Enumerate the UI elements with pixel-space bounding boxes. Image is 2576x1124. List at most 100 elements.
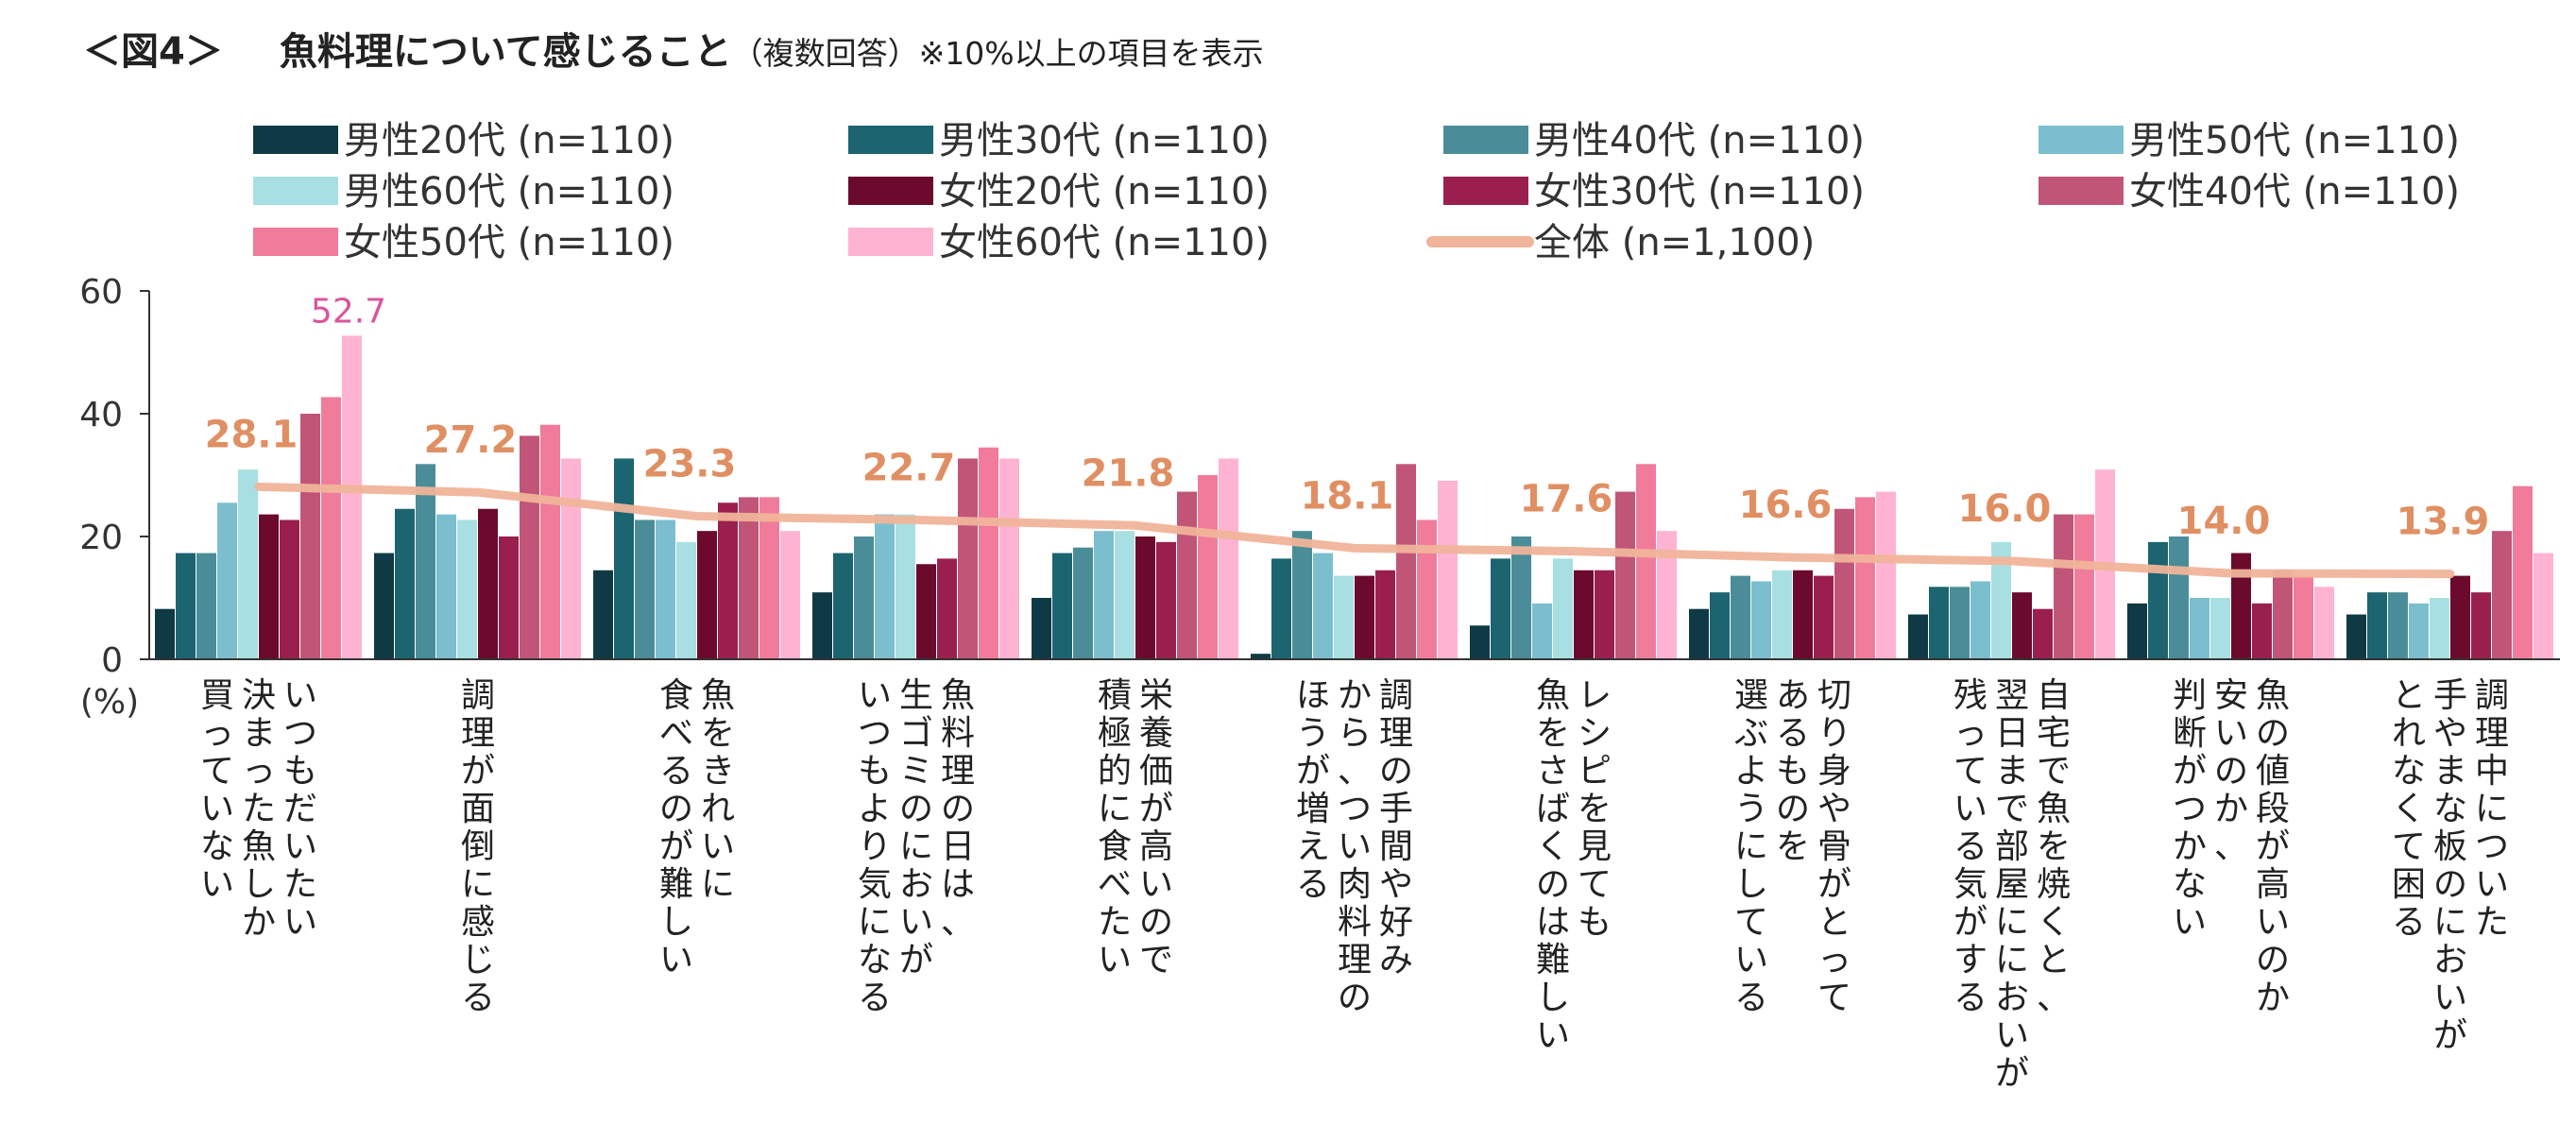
bar xyxy=(1135,536,1155,659)
legend-label: 全体 (n=1,100) xyxy=(1534,221,1815,264)
category-label: 決まった魚しか xyxy=(242,676,276,942)
bar xyxy=(780,531,800,659)
bar xyxy=(2346,614,2366,659)
bar xyxy=(1636,464,1656,659)
bar xyxy=(1511,536,1531,659)
bar xyxy=(321,397,341,659)
bar xyxy=(593,570,613,659)
bar xyxy=(2252,603,2272,659)
bar xyxy=(499,536,519,659)
bar xyxy=(2450,575,2470,659)
bar xyxy=(1929,587,1949,659)
bar xyxy=(1731,575,1750,659)
legend-swatch xyxy=(848,126,933,154)
bar xyxy=(1292,531,1312,659)
bar xyxy=(1908,614,1928,659)
bar xyxy=(1115,531,1134,659)
category-label: 栄養価が高いので xyxy=(1139,676,1173,979)
bar xyxy=(1950,587,1970,659)
bar xyxy=(1198,475,1218,659)
bar xyxy=(1313,553,1333,659)
bar xyxy=(1657,531,1677,659)
bar xyxy=(259,514,279,659)
figure-label: ＜図4＞ xyxy=(83,30,223,74)
bar xyxy=(812,592,832,659)
bar xyxy=(1532,603,1552,659)
total-value-label: 18.1 xyxy=(1301,474,1394,518)
chart-title: ＜図4＞ 魚料理について感じること（複数回答）※10%以上の項目を表示 xyxy=(83,21,1264,76)
bar xyxy=(614,458,634,659)
bar xyxy=(1396,464,1416,659)
category-label: 魚をきれいに xyxy=(701,676,735,904)
category-label: から、つい肉料理の xyxy=(1338,676,1372,1017)
bar xyxy=(457,519,477,659)
legend-label: 女性50代 (n=110) xyxy=(344,221,674,264)
bar xyxy=(1094,531,1114,659)
bar xyxy=(875,514,895,659)
bar xyxy=(2169,536,2189,659)
bar xyxy=(300,414,320,659)
total-value-label: 28.1 xyxy=(205,413,299,456)
bar xyxy=(1855,497,1875,659)
category-label: 手やまな板のにおいが xyxy=(2433,676,2467,1055)
bar xyxy=(1772,570,1792,659)
bar xyxy=(2367,592,2387,659)
bar xyxy=(2471,592,2491,659)
y-tick-label: 20 xyxy=(79,519,123,557)
bar xyxy=(937,558,957,659)
bar xyxy=(2012,592,2032,659)
bar xyxy=(2388,592,2408,659)
legend-swatch xyxy=(253,126,338,154)
bar xyxy=(2210,598,2230,659)
bar xyxy=(1814,575,1834,659)
bar xyxy=(854,536,874,659)
category-label: 自宅で魚を焼くと、 xyxy=(2037,676,2071,1017)
title-note: （複数回答）※10%以上の項目を表示 xyxy=(731,35,1264,72)
total-value-label: 21.8 xyxy=(1082,451,1175,495)
bar xyxy=(1156,541,1176,659)
bar xyxy=(718,502,738,659)
bar xyxy=(1793,570,1813,659)
bar xyxy=(2492,531,2512,659)
bar xyxy=(342,335,362,659)
total-value-label: 16.0 xyxy=(1958,487,2052,531)
bar xyxy=(395,508,415,659)
total-value-label: 13.9 xyxy=(2397,501,2490,544)
bar xyxy=(979,447,998,659)
bar xyxy=(759,497,779,659)
category-label: 安いのか、 xyxy=(2214,676,2248,866)
bar xyxy=(1991,541,2011,659)
bar xyxy=(958,458,978,659)
total-value-label: 27.2 xyxy=(424,418,518,462)
category-label: 調理中についた xyxy=(2475,676,2509,942)
data-label: 52.7 xyxy=(311,292,386,331)
bar xyxy=(2033,608,2053,659)
total-value-label: 16.6 xyxy=(1739,484,1833,527)
title-main: 魚料理について感じること xyxy=(279,30,732,74)
category-label: 調理の手間や好み xyxy=(1379,676,1413,979)
bar xyxy=(1334,575,1354,659)
category-label: 食べるのが難しい xyxy=(659,676,693,979)
category-label: 調理が面倒に感じる xyxy=(461,676,495,1017)
category-label: 魚をさばくのは難しい xyxy=(1536,676,1570,1055)
legend-label: 女性40代 (n=110) xyxy=(2129,170,2460,213)
legend-label: 女性20代 (n=110) xyxy=(939,170,1270,213)
category-label: いつもだいたい xyxy=(283,676,317,942)
total-value-label: 23.3 xyxy=(643,443,737,486)
legend-label: 女性60代 (n=110) xyxy=(939,221,1270,264)
bar xyxy=(2409,603,2429,659)
bar xyxy=(999,458,1019,659)
bar xyxy=(155,608,175,659)
legend-label: 男性40代 (n=110) xyxy=(1534,119,1865,162)
bar xyxy=(2148,541,2168,659)
bar xyxy=(1710,592,1730,659)
legend-label: 男性60代 (n=110) xyxy=(344,170,674,213)
y-tick-label: 60 xyxy=(79,273,123,312)
category-label: 魚料理の日は、 xyxy=(941,676,975,942)
bar xyxy=(176,553,196,659)
bar xyxy=(540,424,560,659)
category-label: レシピを見ても xyxy=(1578,676,1612,942)
legend-swatch xyxy=(2039,126,2124,154)
legend-swatch xyxy=(2039,177,2124,205)
bar xyxy=(1251,654,1271,659)
